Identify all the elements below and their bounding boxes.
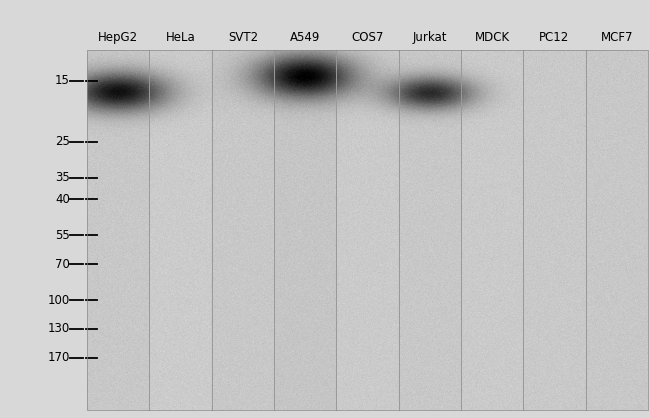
Text: 35: 35 <box>55 171 70 184</box>
Text: 55: 55 <box>55 229 70 242</box>
Text: 25: 25 <box>55 135 70 148</box>
Text: HeLa: HeLa <box>166 31 196 44</box>
Text: MDCK: MDCK <box>474 31 510 44</box>
Text: Jurkat: Jurkat <box>413 31 447 44</box>
Text: SVT2: SVT2 <box>227 31 258 44</box>
Text: A549: A549 <box>290 31 320 44</box>
Text: 70: 70 <box>55 258 70 271</box>
Text: 15: 15 <box>55 74 70 87</box>
Bar <box>87 50 648 410</box>
Text: PC12: PC12 <box>540 31 569 44</box>
Text: 170: 170 <box>47 351 70 364</box>
Text: 40: 40 <box>55 193 70 206</box>
Text: 100: 100 <box>47 294 70 307</box>
Text: MCF7: MCF7 <box>601 31 633 44</box>
Text: 130: 130 <box>47 323 70 336</box>
Text: HepG2: HepG2 <box>98 31 138 44</box>
Text: COS7: COS7 <box>351 31 383 44</box>
Bar <box>87 50 648 410</box>
